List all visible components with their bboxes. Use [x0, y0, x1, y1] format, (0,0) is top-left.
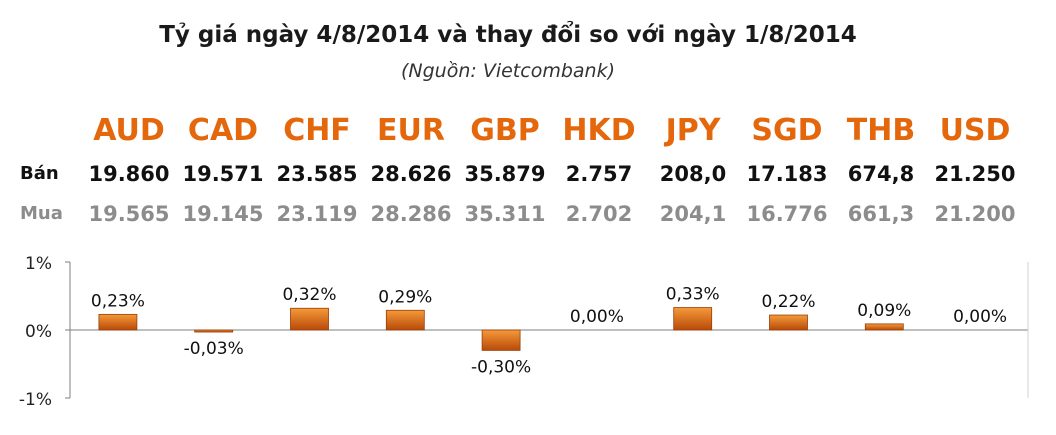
y-tick-label: -1%: [19, 390, 52, 410]
mua-row-label: Mua: [20, 203, 63, 224]
ban-value-jpy: 208,0: [659, 162, 727, 186]
y-tick-label: 1%: [25, 254, 52, 274]
currency-code-sgd: SGD: [751, 113, 823, 148]
bar-chf: [290, 307, 329, 331]
bar-jpy: [673, 307, 713, 331]
ban-value-hkd: 2.757: [565, 162, 633, 186]
ban-value-aud: 19.860: [88, 162, 170, 186]
data-label-thb: 0,09%: [857, 301, 911, 321]
currency-code-usd: USD: [939, 113, 1011, 148]
ban-value-usd: 21.250: [934, 162, 1016, 186]
bar-sgd: [769, 314, 808, 331]
currency-code-hkd: HKD: [562, 113, 636, 148]
chart-subtitle: (Nguồn: Vietcombank): [401, 60, 615, 82]
ban-value-chf: 23.585: [276, 162, 358, 186]
bar-gbp: [481, 329, 521, 351]
currency-code-gbp: GBP: [470, 113, 540, 148]
currency-code-cad: CAD: [187, 113, 259, 148]
currency-code-eur: EUR: [377, 113, 445, 148]
data-label-hkd: 0,00%: [570, 307, 624, 327]
data-label-cad: -0,03%: [184, 339, 244, 359]
data-label-usd: 0,00%: [953, 307, 1007, 327]
data-label-gbp: -0,30%: [471, 357, 531, 377]
mua-value-aud: 19.565: [88, 202, 170, 226]
ban-value-eur: 28.626: [370, 162, 452, 186]
data-label-aud: 0,23%: [91, 291, 145, 311]
currency-code-chf: CHF: [283, 113, 351, 148]
mua-value-jpy: 204,1: [659, 202, 727, 226]
currency-code-jpy: JPY: [665, 113, 721, 148]
y-tick-label: 0%: [25, 322, 52, 342]
mua-value-sgd: 16.776: [746, 202, 828, 226]
change-bar-chart: 1% 0% -1% 0,23% -0,03% 0,32% 0,29% -0,30% 0,00% 0…: [19, 254, 1029, 410]
mua-value-usd: 21.200: [934, 202, 1016, 226]
currency-code-thb: THB: [846, 113, 916, 148]
bar-eur: [385, 309, 425, 331]
mua-value-hkd: 2.702: [565, 202, 633, 226]
mua-value-gbp: 35.311: [464, 202, 546, 226]
bar-thb: [864, 323, 904, 331]
data-label-jpy: 0,33%: [666, 285, 720, 305]
ban-value-cad: 19.571: [182, 162, 264, 186]
mua-value-eur: 28.286: [370, 202, 452, 226]
data-label-eur: 0,29%: [378, 287, 432, 307]
currency-code-aud: AUD: [93, 113, 165, 148]
bar-aud: [98, 313, 138, 331]
mua-value-chf: 23.119: [276, 202, 358, 226]
mua-value-thb: 661,3: [847, 202, 915, 226]
data-label-sgd: 0,22%: [761, 292, 815, 312]
data-label-chf: 0,32%: [282, 285, 336, 305]
chart-title: Tỷ giá ngày 4/8/2014 và thay đổi so với …: [159, 22, 857, 48]
ban-value-gbp: 35.879: [464, 162, 546, 186]
ban-value-sgd: 17.183: [746, 162, 828, 186]
ban-row-label: Bán: [20, 163, 59, 184]
ban-value-thb: 674,8: [847, 162, 915, 186]
mua-value-cad: 19.145: [182, 202, 264, 226]
bar-cad: [194, 329, 234, 333]
